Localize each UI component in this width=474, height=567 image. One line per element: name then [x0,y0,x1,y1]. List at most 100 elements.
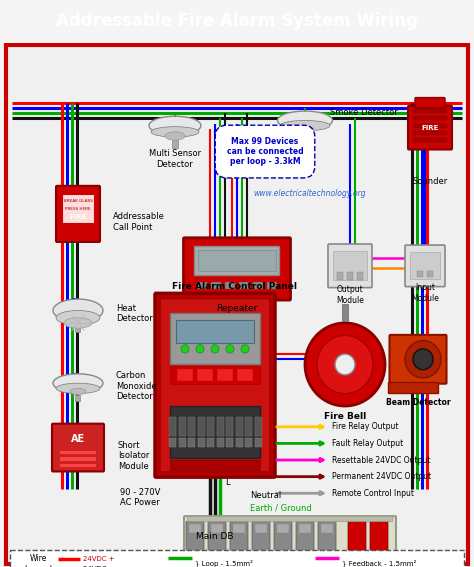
FancyBboxPatch shape [183,238,291,300]
Bar [321,524,333,533]
Bar [413,116,447,120]
Ellipse shape [53,374,103,392]
Ellipse shape [277,111,332,130]
Circle shape [405,341,441,378]
Bar [198,438,205,447]
Bar [255,417,262,436]
Text: Carbon
Monoxide
Detector: Carbon Monoxide Detector [116,371,156,401]
Bar [170,460,260,471]
Bar [189,438,195,447]
Bar [62,194,94,223]
Text: Earth / Ground: Earth / Ground [250,503,312,513]
Bar [60,464,96,467]
Bar [170,366,260,384]
Bar [172,140,178,149]
Text: 24VDC -: 24VDC - [83,566,111,567]
Bar [236,438,243,447]
Text: Wire: Wire [29,554,46,563]
Circle shape [196,345,204,353]
Text: Sounder: Sounder [412,177,447,186]
Bar [197,282,207,289]
FancyBboxPatch shape [155,293,275,477]
Bar [211,524,223,533]
Ellipse shape [56,383,100,393]
Text: Output
Module: Output Module [336,285,364,304]
Bar [208,438,215,447]
Bar [427,271,433,277]
Bar [227,417,234,436]
Text: Neutral: Neutral [250,491,281,500]
Text: Max 99 Devices
can be connected
per loop - 3.3kM: Max 99 Devices can be connected per loop… [227,137,303,167]
Circle shape [335,354,355,375]
Bar [246,417,253,436]
Bar [413,138,447,142]
Text: BREAK GLASS: BREAK GLASS [64,200,92,204]
Text: 24VDC +: 24VDC + [83,556,115,562]
FancyBboxPatch shape [318,521,336,552]
Circle shape [211,345,219,353]
Bar [246,438,253,447]
Bar [189,524,201,533]
Text: Addressable Fire Alarm System Wiring: Addressable Fire Alarm System Wiring [56,12,418,30]
Bar [177,369,193,381]
Text: L: L [225,479,229,488]
Circle shape [305,323,385,406]
Bar [198,417,205,436]
FancyBboxPatch shape [296,521,314,552]
Text: Addressable
Call Point: Addressable Call Point [113,213,165,232]
Bar [347,272,353,280]
Bar [255,438,262,447]
Text: Short
Isolator
Module: Short Isolator Module [118,441,149,471]
Bar [267,282,277,289]
Bar [217,438,224,447]
Bar [417,271,423,277]
Bar [225,282,235,289]
Ellipse shape [70,388,86,395]
Text: Resettable 24VDC Output: Resettable 24VDC Output [332,455,430,464]
Ellipse shape [151,126,199,137]
Bar [233,524,245,533]
Circle shape [241,345,249,353]
Bar [170,406,260,458]
Bar [217,417,224,436]
Bar [188,515,392,521]
Text: Multi Sensor
Detector: Multi Sensor Detector [149,149,201,168]
Bar [197,369,213,381]
Text: Beam Detector: Beam Detector [386,399,450,408]
Text: Input
Module: Input Module [411,283,439,303]
Text: Legend: Legend [24,565,52,567]
Bar [302,133,308,141]
Ellipse shape [64,318,92,328]
Text: Fire Bell: Fire Bell [324,412,366,421]
Text: FIRE: FIRE [421,125,439,130]
Text: Smoke Detector: Smoke Detector [330,108,398,117]
Ellipse shape [149,116,201,135]
Bar [179,417,186,436]
FancyBboxPatch shape [328,244,372,287]
Bar [170,438,176,447]
Bar [239,282,249,289]
Bar [333,251,367,280]
Circle shape [226,345,234,353]
Text: Fault Relay Output: Fault Relay Output [332,439,403,448]
FancyBboxPatch shape [56,186,100,242]
Bar [413,131,447,135]
Circle shape [413,349,433,370]
Text: www.electricaltechnology.org: www.electricaltechnology.org [254,189,366,198]
FancyBboxPatch shape [160,299,270,472]
Bar [189,417,195,436]
Bar [253,282,263,289]
Text: Heat
Detector: Heat Detector [116,304,153,323]
Bar [342,304,348,321]
Ellipse shape [53,299,103,322]
Bar [75,395,81,401]
Bar [208,417,215,436]
FancyBboxPatch shape [208,521,226,552]
Text: 90 - 270V
AC Power: 90 - 270V AC Power [120,488,160,507]
Ellipse shape [280,120,330,131]
Circle shape [317,336,373,393]
FancyBboxPatch shape [274,521,292,552]
Bar [227,438,234,447]
Text: Main DB: Main DB [196,532,234,541]
FancyBboxPatch shape [415,98,445,108]
